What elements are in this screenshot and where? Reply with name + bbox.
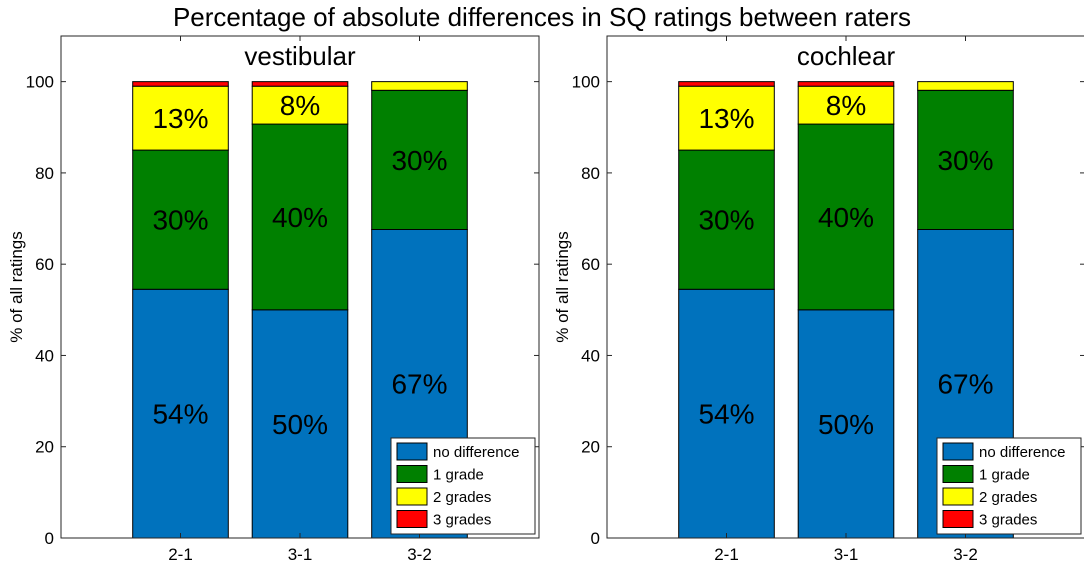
y-tick-label: 60 — [35, 255, 54, 274]
y-tick-label: 40 — [581, 346, 600, 365]
bar-2-1-1-grade — [678, 149, 775, 290]
data-label-3-1-no-difference: 50% — [818, 409, 874, 440]
legend-label-3-grades: 3 grades — [979, 512, 1037, 529]
legend: no difference 1 grade 2 grades 3 grades — [390, 437, 536, 535]
bar-3-1-1-grade — [251, 123, 349, 311]
bar-3-2-2-grades — [917, 81, 1014, 91]
data-label-2-1-2-grades: 13% — [698, 103, 754, 134]
legend-swatch-1-grade — [942, 465, 974, 483]
data-label-3-2-1-grade: 30% — [937, 145, 993, 176]
data-label-3-2-no-difference: 67% — [937, 369, 993, 400]
data-label-3-1-2-grades: 8% — [826, 90, 866, 121]
data-label-2-1-no-difference: 54% — [152, 399, 208, 430]
x-tick-label: 2-1 — [714, 545, 739, 564]
y-tick-label: 100 — [26, 73, 54, 92]
x-tick-label: 3-1 — [834, 545, 859, 564]
data-label-3-2-no-difference: 67% — [391, 369, 447, 400]
bar-3-1-3-grades — [251, 81, 349, 87]
y-tick-label: 100 — [572, 73, 600, 92]
bar-2-1-3-grades — [132, 81, 229, 87]
legend-label-1-grade: 1 grade — [979, 467, 1030, 484]
x-tick-label: 3-1 — [288, 545, 313, 564]
chart-panel-cochlear: 54% 30% 13% 50% 40% 8% 67% 30% 0 20 40 60 80 100 2-1 3-… — [553, 35, 1084, 564]
y-tick-label: 20 — [35, 438, 54, 457]
legend-swatch-3-grades — [396, 510, 428, 528]
chart-panel-vestibular: 54% 30% 13% 50% 40% 8% 67% 30% 0 20 40 60 80 100 2-1 3-… — [7, 35, 540, 564]
data-label-2-1-2-grades: 13% — [152, 103, 208, 134]
legend-swatch-2-grades — [942, 487, 974, 506]
bar-2-1-1-grade — [132, 149, 229, 290]
bar-2-1-no-difference — [678, 288, 775, 539]
bar-2-1-3-grades — [678, 81, 775, 87]
data-label-3-1-no-difference: 50% — [272, 409, 328, 440]
data-label-2-1-1-grade: 30% — [698, 205, 754, 236]
y-tick-label: 0 — [591, 529, 600, 548]
legend-label-no-difference: no difference — [433, 444, 519, 461]
bar-3-1-no-difference — [797, 309, 895, 539]
legend-swatch-no-difference — [396, 442, 428, 461]
panel-title: vestibular — [244, 41, 356, 71]
x-tick-label: 2-1 — [168, 545, 193, 564]
x-tick-label: 3-2 — [407, 545, 432, 564]
bar-3-2-2-grades — [371, 81, 468, 91]
data-label-3-1-1-grade: 40% — [818, 202, 874, 233]
bar-3-1-3-grades — [797, 81, 895, 87]
y-tick-label: 20 — [581, 438, 600, 457]
bar-2-1-2-grades — [678, 85, 775, 151]
y-tick-label: 80 — [581, 164, 600, 183]
legend-label-no-difference: no difference — [979, 444, 1065, 461]
bar-3-1-2-grades — [797, 85, 895, 125]
bar-3-1-1-grade — [797, 123, 895, 311]
y-tick-label: 0 — [45, 529, 54, 548]
y-tick-label: 80 — [35, 164, 54, 183]
legend-label-2-grades: 2 grades — [433, 489, 491, 506]
figure-title: Percentage of absolute differences in SQ… — [172, 2, 912, 32]
data-label-2-1-no-difference: 54% — [698, 399, 754, 430]
data-label-3-1-1-grade: 40% — [272, 202, 328, 233]
y-axis-label: % of all ratings — [7, 231, 26, 343]
y-tick-label: 40 — [35, 346, 54, 365]
legend-swatch-3-grades — [942, 510, 974, 528]
legend-swatch-no-difference — [942, 442, 974, 461]
bar-3-2-1-grade — [917, 89, 1014, 230]
bar-3-1-2-grades — [251, 85, 349, 125]
y-tick-label: 60 — [581, 255, 600, 274]
data-label-3-2-1-grade: 30% — [391, 145, 447, 176]
legend-label-3-grades: 3 grades — [433, 512, 491, 529]
legend-swatch-1-grade — [396, 465, 428, 483]
bar-2-1-2-grades — [132, 85, 229, 151]
y-axis-label: % of all ratings — [553, 231, 572, 343]
legend: no difference 1 grade 2 grades 3 grades — [936, 437, 1082, 535]
data-label-3-1-2-grades: 8% — [280, 90, 320, 121]
bar-3-2-1-grade — [371, 89, 468, 230]
data-label-2-1-1-grade: 30% — [152, 205, 208, 236]
legend-label-2-grades: 2 grades — [979, 489, 1037, 506]
legend-swatch-2-grades — [396, 487, 428, 506]
x-tick-label: 3-2 — [953, 545, 978, 564]
legend-label-1-grade: 1 grade — [433, 467, 484, 484]
panel-title: cochlear — [797, 41, 896, 71]
